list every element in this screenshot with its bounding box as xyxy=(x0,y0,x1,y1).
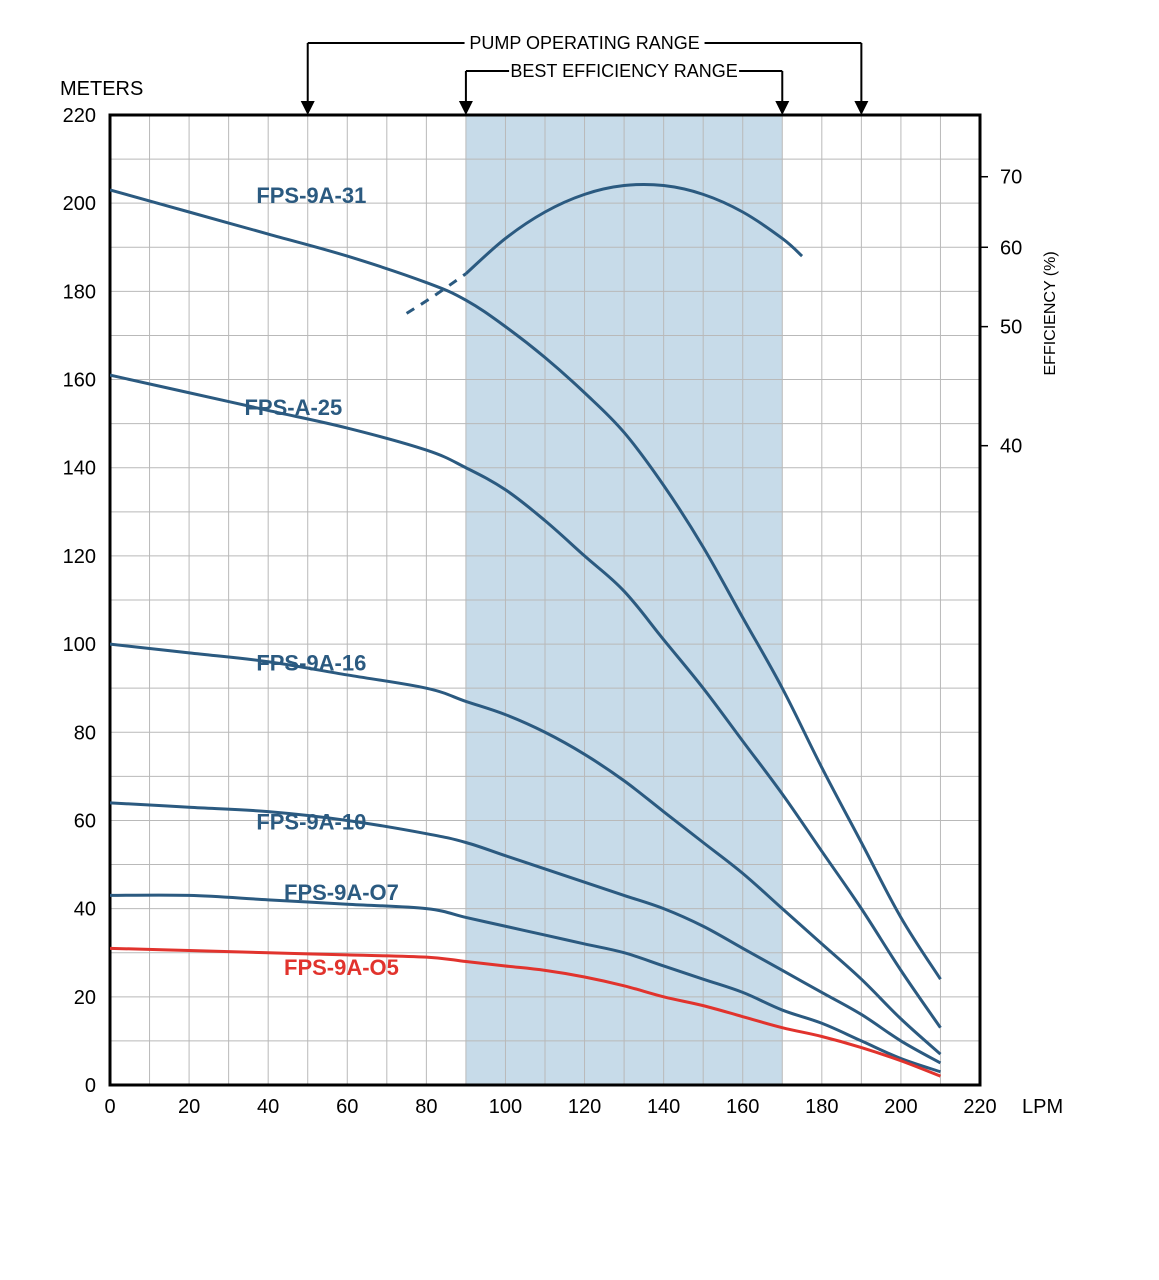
x-tick-label: 40 xyxy=(257,1096,279,1118)
y-tick-label: 40 xyxy=(74,899,96,921)
y-tick-label: 140 xyxy=(63,458,96,480)
best-efficiency-range-label: BEST EFFICIENCY RANGE xyxy=(510,61,737,81)
y-tick-label: 0 xyxy=(85,1075,96,1097)
y-tick-label: 80 xyxy=(74,722,96,744)
efficiency-tick-label: 60 xyxy=(1000,237,1022,259)
y-tick-label: 180 xyxy=(63,281,96,303)
pump-operating-range-label: PUMP OPERATING RANGE xyxy=(469,33,699,53)
x-tick-label: 120 xyxy=(568,1096,601,1118)
y-tick-label: 160 xyxy=(63,370,96,392)
x-tick-label: 100 xyxy=(489,1096,522,1118)
series-label-FPS-9A-O5: FPS-9A-O5 xyxy=(284,955,399,980)
efficiency-tick-label: 40 xyxy=(1000,436,1022,458)
x-tick-label: 80 xyxy=(415,1096,437,1118)
x-tick-label: 140 xyxy=(647,1096,680,1118)
y-tick-label: 120 xyxy=(63,546,96,568)
series-label-FPS-9A-O7: FPS-9A-O7 xyxy=(284,880,399,905)
x-tick-label: 20 xyxy=(178,1096,200,1118)
x-axis-title: LPM xyxy=(1022,1096,1063,1118)
x-tick-label: 200 xyxy=(884,1096,917,1118)
efficiency-tick-label: 70 xyxy=(1000,167,1022,189)
y-axis-title: METERS xyxy=(60,78,143,100)
y-tick-label: 100 xyxy=(63,634,96,656)
x-tick-label: 220 xyxy=(963,1096,996,1118)
series-label-FPS-9A-31: FPS-9A-31 xyxy=(256,183,366,208)
efficiency-tick-label: 50 xyxy=(1000,317,1022,339)
x-tick-label: 180 xyxy=(805,1096,838,1118)
series-label-FPS-9A-10: FPS-9A-10 xyxy=(256,809,366,834)
series-label-FPS-9A-16: FPS-9A-16 xyxy=(256,651,366,676)
x-tick-label: 160 xyxy=(726,1096,759,1118)
x-tick-label: 0 xyxy=(104,1096,115,1118)
y-tick-label: 20 xyxy=(74,987,96,1009)
pump-performance-chart: 0 20 40 60 80 100 120 140 160 180 200 220 0 20 40 60 80 1… xyxy=(0,0,1159,1280)
y-tick-label: 220 xyxy=(63,105,96,127)
series-label-FPS-A-25: FPS-A-25 xyxy=(244,395,342,420)
efficiency-axis-title: EFFICIENCY (%) xyxy=(1042,251,1059,375)
x-tick-label: 60 xyxy=(336,1096,358,1118)
y-tick-label: 60 xyxy=(74,810,96,832)
y-tick-label: 200 xyxy=(63,193,96,215)
